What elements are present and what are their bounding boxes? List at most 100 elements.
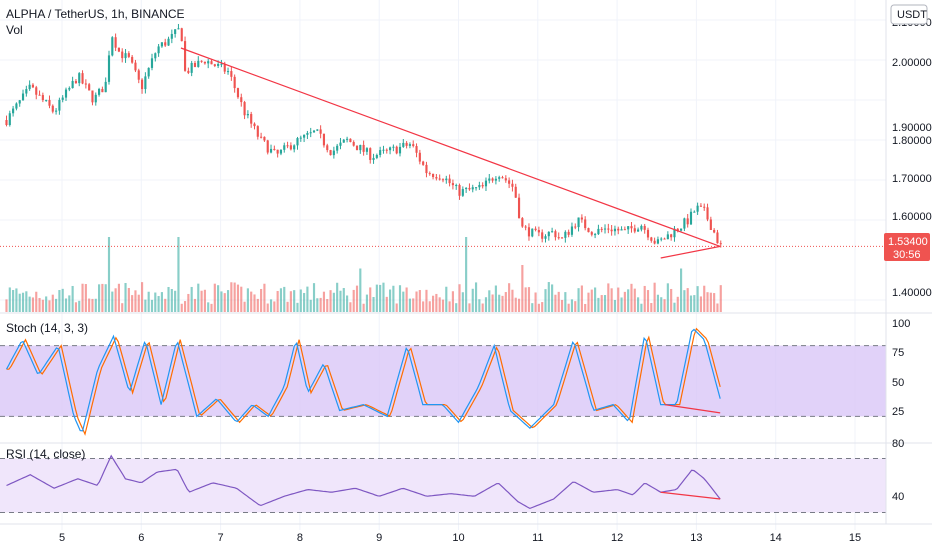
volume-bar: [28, 296, 31, 312]
volume-bar: [481, 303, 484, 312]
volume-bar: [45, 296, 48, 312]
volume-bar: [590, 289, 593, 312]
time-tick: 11: [532, 532, 543, 544]
volume-bar: [537, 303, 540, 312]
volume-bar: [359, 268, 362, 312]
volume-bar: [174, 290, 177, 312]
rsi-pane[interactable]: [0, 454, 886, 513]
candlesticks[interactable]: [5, 23, 722, 248]
volume-bar: [637, 297, 640, 312]
candle-body: [584, 219, 587, 229]
candle-body: [398, 146, 402, 154]
candle-body: [359, 144, 362, 151]
candle-body: [627, 226, 630, 230]
volume-bar: [117, 283, 120, 312]
volume-bar: [699, 296, 702, 312]
volume-bar: [236, 284, 240, 312]
rsi-axis[interactable]: 80 40: [892, 438, 904, 503]
candle-body: [21, 93, 25, 101]
time-tick: 13: [690, 532, 702, 544]
candle-body: [577, 217, 580, 228]
time-tick: 8: [297, 532, 303, 544]
candle-body: [160, 42, 163, 47]
candle-body: [501, 177, 504, 179]
time-axis[interactable]: 5 6 7 8 9 10 11 12 13 14 15: [59, 532, 861, 544]
volume-bar: [597, 297, 600, 312]
candle-body: [435, 177, 438, 179]
candle-body: [167, 38, 170, 46]
stoch-pane[interactable]: [0, 327, 886, 436]
stoch-axis[interactable]: 100 75 50 25: [892, 318, 910, 418]
volume-bar: [299, 289, 302, 312]
volume-bar: [273, 301, 276, 312]
candle-body: [339, 142, 342, 146]
volume-bar: [306, 286, 309, 312]
candle-body: [246, 114, 249, 116]
volume-bar: [574, 301, 577, 312]
candle-body: [709, 219, 712, 230]
volume-bar: [458, 284, 461, 312]
time-tick: 9: [376, 532, 382, 544]
volume-bar: [144, 299, 147, 312]
candle-body: [15, 103, 18, 109]
volume-bar: [140, 282, 144, 312]
volume-bar: [253, 294, 256, 312]
volume-bar: [544, 289, 547, 312]
rsi-legend[interactable]: RSI (14, close): [6, 447, 85, 461]
volume-bar: [38, 297, 41, 312]
candle-body: [111, 37, 114, 56]
volume-bar: [375, 284, 378, 312]
volume-bar: [610, 288, 613, 312]
candle-body: [580, 217, 583, 220]
volume-bar: [508, 283, 511, 312]
volume-bar: [164, 298, 167, 312]
volume-bar: [524, 287, 527, 312]
volume-bar: [339, 290, 342, 312]
volume-bar: [316, 298, 319, 312]
candle-body: [646, 229, 650, 238]
price-tick: 1.40000: [892, 287, 932, 299]
volume-bar: [170, 289, 173, 312]
candle-body: [230, 71, 233, 77]
candle-body: [35, 87, 38, 95]
volume-legend[interactable]: Vol: [6, 23, 23, 37]
candle-body: [64, 89, 68, 98]
candle-body: [326, 145, 329, 151]
volume-bar: [180, 303, 183, 312]
currency-button[interactable]: USDT: [890, 4, 928, 25]
volume-bar: [193, 298, 197, 312]
candle-body: [74, 80, 78, 84]
volume-bar: [554, 294, 557, 312]
candle-body: [560, 237, 564, 239]
candle-body: [346, 138, 349, 140]
volume-bar: [332, 292, 335, 312]
candle-body: [210, 61, 213, 65]
symbol-title[interactable]: ALPHA / TetherUS, 1h, BINANCE: [6, 7, 185, 21]
candle-body: [461, 189, 464, 196]
candle-body: [402, 142, 405, 147]
volume-bar: [511, 289, 514, 312]
candle-body: [140, 79, 144, 90]
candle-body: [124, 53, 127, 59]
candle-body: [441, 179, 445, 181]
volume-bar: [51, 294, 54, 312]
volume-bar: [246, 288, 249, 312]
candle-body: [375, 154, 378, 158]
volume-bar: [68, 295, 71, 312]
volume-bar: [441, 299, 445, 312]
candle-body: [491, 178, 494, 181]
candle-body: [537, 230, 540, 233]
candle-body: [656, 239, 660, 244]
volume-bar: [98, 284, 101, 312]
volume-bar: [689, 295, 693, 312]
volume-bar: [653, 282, 656, 312]
volume-bar: [580, 285, 583, 312]
stoch-legend[interactable]: Stoch (14, 3, 3): [6, 321, 88, 335]
volume-bar: [243, 301, 246, 312]
volume-bar: [197, 283, 200, 312]
candle-body: [564, 231, 567, 238]
drawings[interactable]: [0, 47, 886, 259]
volume-bar: [686, 288, 689, 312]
volume-bar: [501, 295, 504, 312]
